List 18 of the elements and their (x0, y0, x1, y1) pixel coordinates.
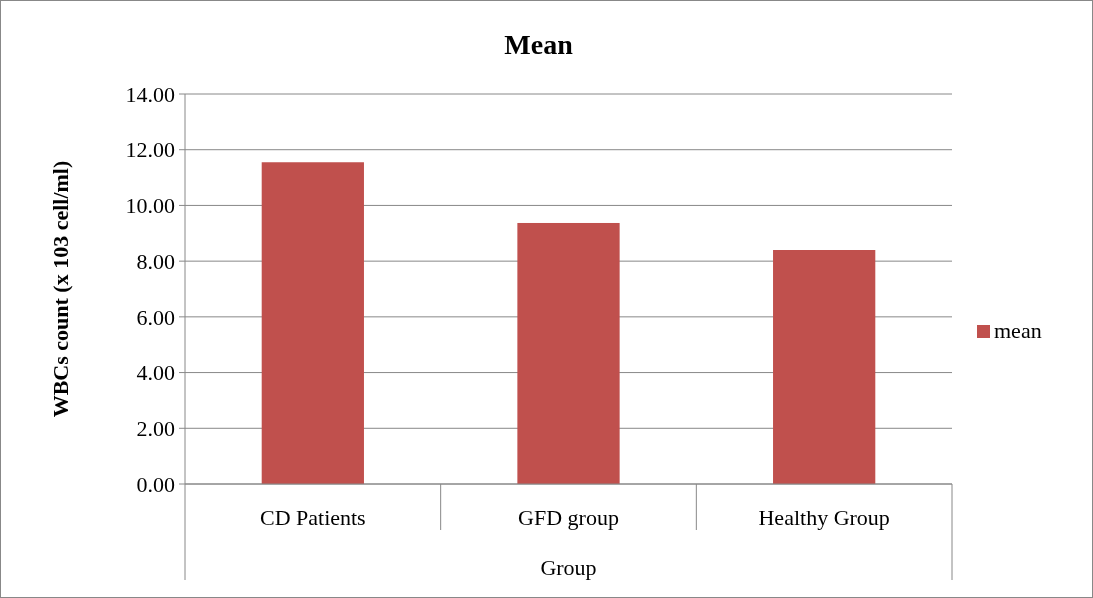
bar (517, 222, 620, 484)
y-tick-label: 14.00 (125, 81, 175, 107)
y-tick-label: 2.00 (136, 415, 175, 441)
x-tick-label: CD Patients (259, 505, 366, 530)
bar (773, 250, 876, 484)
y-tick-label: 10.00 (125, 193, 175, 219)
y-tick-label: 8.00 (136, 248, 175, 274)
y-tick-label: 12.00 (125, 137, 175, 163)
x-tick-label: GFD group (518, 505, 619, 530)
bar (261, 162, 364, 484)
x-axis-title: Group (540, 555, 597, 580)
y-tick-label: 0.00 (136, 471, 175, 497)
y-tick-label: 6.00 (136, 304, 175, 330)
chart-title: Mean (504, 29, 574, 60)
x-tick-label: Healthy Group (758, 505, 890, 530)
y-axis-title: WBCs count (x 103 cell/ml) (48, 160, 73, 418)
y-tick-label: 4.00 (136, 360, 175, 386)
legend-label: mean (994, 318, 1042, 343)
